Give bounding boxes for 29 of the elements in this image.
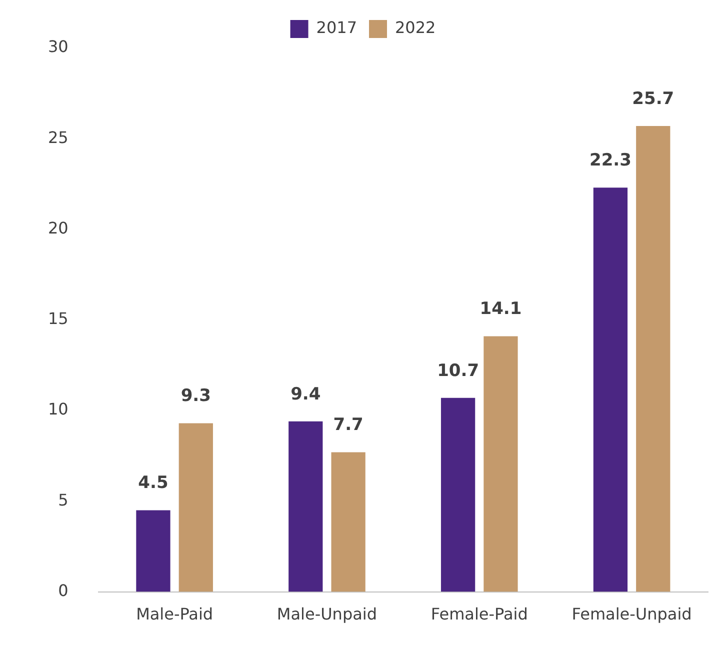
bar xyxy=(178,423,213,592)
x-tick-label: Male-Paid xyxy=(136,604,214,624)
y-tick-label: 25 xyxy=(48,128,68,147)
legend-label: 2017 xyxy=(316,18,357,38)
bar xyxy=(440,398,476,592)
data-label: 9.4 xyxy=(290,384,321,404)
data-label: 25.7 xyxy=(632,88,674,109)
bar xyxy=(484,336,518,592)
y-tick-label: 15 xyxy=(48,309,68,328)
bar xyxy=(288,421,323,592)
x-tick-label: Male-Unpaid xyxy=(276,604,378,624)
data-label: 4.5 xyxy=(138,473,168,494)
y-tick-label: 5 xyxy=(58,490,68,510)
data-label: 7.7 xyxy=(333,415,364,436)
bar xyxy=(136,510,170,592)
y-tick-label: 0 xyxy=(58,580,68,600)
data-label: 22.3 xyxy=(589,150,632,170)
bar xyxy=(331,452,366,592)
x-tick-label: Female-Paid xyxy=(430,604,528,624)
x-tick-label: Female-Unpaid xyxy=(572,604,692,624)
y-tick-label: 20 xyxy=(48,218,68,238)
y-tick-label: 10 xyxy=(48,400,68,419)
legend-label: 2022 xyxy=(395,18,436,38)
bar xyxy=(593,188,628,592)
bar xyxy=(636,126,670,592)
y-tick-label: 30 xyxy=(48,37,68,56)
data-label: 14.1 xyxy=(480,299,522,320)
data-label: 10.7 xyxy=(437,360,480,381)
data-label: 9.3 xyxy=(180,386,211,406)
